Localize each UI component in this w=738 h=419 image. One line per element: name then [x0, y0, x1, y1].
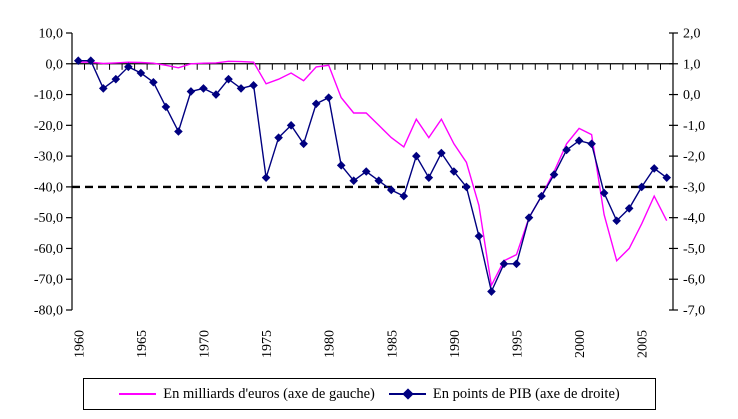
pib-diamond-marker	[612, 216, 621, 226]
pib-line-sample-icon	[388, 388, 426, 400]
year-label: 1990	[448, 330, 463, 358]
pib-diamond-marker	[73, 56, 83, 65]
pib-diamond-marker	[587, 139, 596, 149]
pib-diamond-marker	[412, 151, 421, 161]
pib-diamond-marker	[199, 84, 208, 93]
pib-diamond-marker	[86, 56, 96, 65]
right-axis-label: -2,0	[683, 150, 705, 165]
left-axis-label: 0,0	[46, 57, 64, 72]
legend: En milliards d'euros (axe de gauche) En …	[83, 378, 656, 410]
right-axis-label: -4,0	[683, 211, 705, 226]
left-axis-label: -10,0	[34, 88, 63, 103]
pib-diamond-marker	[374, 176, 384, 186]
year-label: 1975	[260, 330, 275, 358]
pib-diamond-marker	[424, 173, 434, 182]
pib-diamond-marker	[249, 81, 258, 90]
right-axis-label: 1,0	[683, 57, 701, 72]
left-axis-ticks: 10,0 0,0 -10,0 -20,0 -30,0 -40,0 -50,0 -60,0 -70…	[34, 27, 72, 319]
pib-diamond-marker	[524, 213, 534, 222]
left-axis-label: -40,0	[34, 180, 63, 195]
pib-diamond-marker	[437, 148, 446, 158]
right-axis-label: -6,0	[683, 273, 705, 288]
legend-label-pib: En points de PIB (axe de droite)	[432, 385, 620, 402]
pib-diamond-marker	[336, 161, 346, 170]
pib-diamond-marker	[124, 62, 133, 72]
left-axis-label: -60,0	[34, 242, 63, 257]
pib-diamond-marker	[186, 87, 196, 96]
pib-diamond-marker	[261, 173, 271, 182]
pib-diamond-marker	[386, 185, 396, 195]
pib-diamond-marker	[274, 133, 283, 142]
left-axis-label: -80,0	[34, 304, 63, 319]
pib-diamond-marker	[487, 287, 496, 296]
pib-diamond-marker	[361, 167, 371, 176]
pib-diamond-marker	[324, 93, 333, 102]
pib-diamond-marker	[286, 121, 296, 130]
year-label: 2000	[573, 330, 588, 358]
pib-diamond-marker	[549, 170, 559, 179]
pib-diamond-marker	[462, 182, 471, 192]
year-label: 1965	[135, 330, 150, 358]
euros-line-sample-icon	[119, 393, 157, 395]
pib-diamond-marker	[562, 145, 571, 155]
pib-diamond-marker	[474, 231, 484, 241]
left-axis-label: 10,0	[39, 27, 64, 42]
legend-item-euros: En milliards d'euros (axe de gauche)	[119, 386, 375, 403]
left-axis-label: -30,0	[34, 150, 63, 165]
left-axis-label: -70,0	[34, 273, 63, 288]
right-axis-label: -3,0	[683, 180, 705, 195]
pib-diamond-marker	[399, 191, 409, 201]
x-axis-year-labels: 1960 1965 1970 1975 1980 1985 1990 1995 2000 2005	[72, 330, 650, 358]
left-axis-label: -20,0	[34, 119, 63, 134]
legend-item-pib: En points de PIB (axe de droite)	[388, 385, 620, 403]
pib-diamond-marker	[662, 173, 672, 182]
year-label: 1960	[72, 330, 87, 358]
axes	[71, 33, 674, 310]
year-label: 1980	[323, 330, 338, 358]
series-pib	[73, 56, 672, 296]
pib-diamond-marker	[637, 182, 646, 192]
pib-diamond-marker	[236, 84, 246, 93]
pib-diamond-marker	[499, 259, 509, 269]
pib-diamond-marker	[649, 164, 659, 173]
diamond-marker-icon	[402, 388, 414, 400]
year-label: 1970	[197, 330, 212, 358]
series-pib-line	[78, 60, 668, 294]
pib-diamond-marker	[149, 77, 158, 87]
pib-diamond-marker	[224, 74, 233, 84]
left-axis-label: -50,0	[34, 211, 63, 226]
pib-diamond-marker	[136, 68, 146, 78]
pib-diamond-marker	[349, 176, 359, 186]
year-label: 1995	[510, 330, 525, 358]
pib-diamond-marker	[174, 127, 183, 136]
pib-diamond-marker	[99, 84, 108, 93]
pib-diamond-marker	[624, 204, 634, 213]
x-axis-ticks	[71, 63, 674, 70]
legend-label-euros: En milliards d'euros (axe de gauche)	[163, 385, 375, 402]
pib-diamond-marker	[512, 259, 521, 269]
pib-diamond-marker	[161, 102, 171, 112]
right-axis-label: -5,0	[683, 242, 705, 257]
pib-diamond-marker	[599, 188, 609, 198]
pib-diamond-marker	[211, 90, 221, 99]
pib-diamond-marker	[449, 167, 459, 176]
right-axis-label: -1,0	[683, 119, 705, 134]
series-euros-line	[78, 60, 668, 288]
pib-diamond-marker	[537, 191, 546, 201]
year-label: 2005	[636, 330, 651, 358]
right-axis-label: 0,0	[683, 88, 701, 103]
right-axis-label: 2,0	[683, 27, 701, 42]
chart-plot-area: 10,0 0,0 -10,0 -20,0 -30,0 -40,0 -50,0 -60,0 -70…	[34, 27, 705, 359]
pib-diamond-marker	[299, 139, 308, 149]
pib-diamond-marker	[111, 74, 121, 84]
right-axis-label: -7,0	[683, 304, 705, 319]
pib-diamond-marker	[311, 99, 321, 109]
pib-diamond-marker	[574, 136, 584, 146]
right-axis-ticks: 2,0 1,0 0,0 -1,0 -2,0 -3,0 -4,0 -5,0 -6,0 -7,0	[669, 27, 705, 319]
year-label: 1985	[385, 330, 400, 358]
